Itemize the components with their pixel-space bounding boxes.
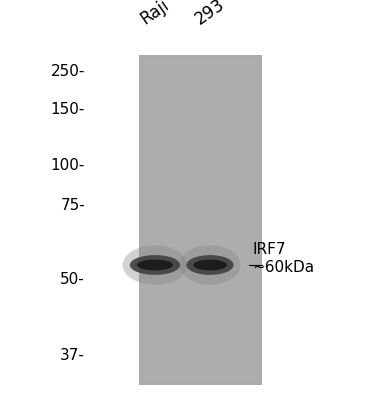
Text: 293: 293 [192, 0, 228, 28]
Text: 100-: 100- [51, 158, 85, 172]
Ellipse shape [123, 245, 187, 285]
Text: 250-: 250- [51, 64, 85, 80]
Ellipse shape [193, 260, 227, 270]
Text: 75-: 75- [60, 198, 85, 212]
Text: IRF7: IRF7 [252, 242, 286, 258]
Bar [139, 55, 262, 385]
Text: ~60kDa: ~60kDa [252, 260, 314, 274]
Text: 50-: 50- [60, 272, 85, 288]
Bar [141, 57, 261, 383]
Ellipse shape [186, 255, 234, 275]
Text: Raji: Raji [137, 0, 173, 28]
Ellipse shape [137, 260, 173, 270]
Text: 37-: 37- [60, 348, 85, 362]
Text: 150-: 150- [51, 102, 85, 118]
Ellipse shape [130, 255, 180, 275]
Ellipse shape [179, 245, 240, 285]
